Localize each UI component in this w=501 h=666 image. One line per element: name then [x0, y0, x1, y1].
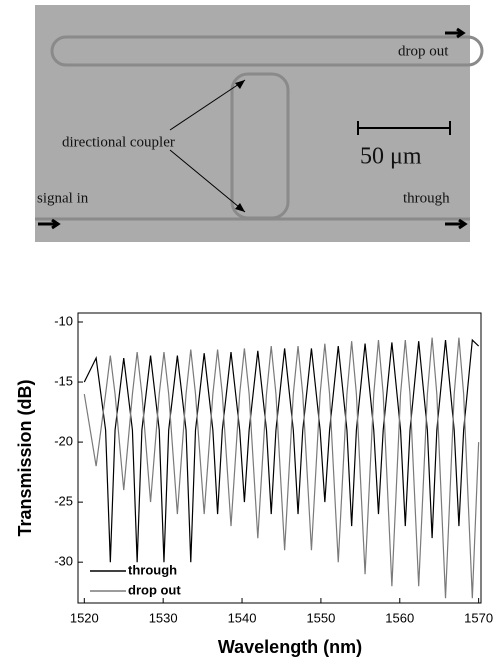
- label-drop-out: drop out: [398, 43, 449, 59]
- waveguide-drop: [50, 35, 484, 67]
- chart: Wavelength (nm) Transmission (dB) 1520 15…: [15, 312, 493, 657]
- plot-frame: [77, 312, 482, 604]
- micrograph: drop out directional coupler 50 μm signa…: [35, 5, 484, 242]
- arrow: [445, 218, 468, 230]
- x-axis-label: Wavelength (nm): [218, 637, 362, 657]
- x-tick-label: 1570: [464, 610, 493, 625]
- micrograph-background: [35, 5, 470, 242]
- legend-label: through: [128, 562, 177, 577]
- x-tick-label: 1560: [385, 610, 414, 625]
- legend-label: drop out: [128, 582, 181, 597]
- label-scale: 50 μm: [360, 144, 422, 170]
- arrow: [169, 79, 246, 131]
- label-through: through: [403, 190, 450, 206]
- y-tick-label: -15: [54, 373, 73, 388]
- series-line: [83, 338, 480, 563]
- y-tick-label: -30: [54, 554, 73, 569]
- x-tick-label: 1520: [70, 610, 99, 625]
- arrow: [38, 218, 61, 230]
- arrowhead: [235, 203, 245, 212]
- x-tick-label: 1540: [228, 610, 257, 625]
- y-tick-label: -20: [54, 434, 73, 449]
- arrowhead: [235, 80, 245, 89]
- y-tick-label: -25: [54, 494, 73, 509]
- arrow: [445, 27, 466, 39]
- label-coupler: directional coupler: [62, 134, 175, 150]
- series-line: [83, 337, 480, 599]
- y-tick-label: -10: [54, 313, 73, 328]
- arrow: [169, 149, 246, 213]
- y-axis-label: Transmission (dB): [15, 379, 35, 536]
- label-signal-in: signal in: [37, 190, 89, 206]
- x-tick-label: 1550: [306, 610, 335, 625]
- x-tick-label: 1530: [149, 610, 178, 625]
